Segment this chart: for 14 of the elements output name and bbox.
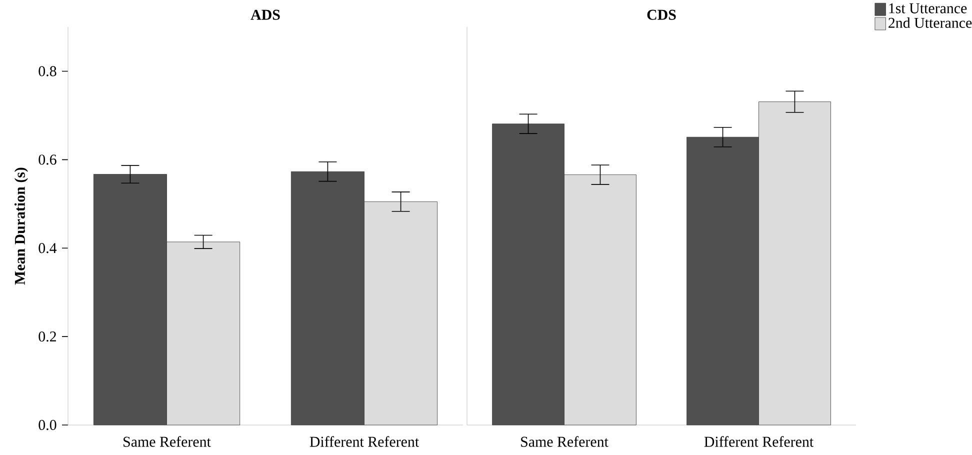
x-tick-label: Different Referent [310, 436, 419, 447]
x-tick-label: Same Referent [124, 436, 211, 447]
y-tick-label: 0.6 [38, 154, 56, 165]
y-axis-title: Mean Duration (s) [14, 168, 28, 285]
y-tick-label: 0.4 [38, 243, 57, 254]
x-tick-label: Same Referent [521, 436, 608, 447]
y-tick-label: 0.2 [38, 331, 56, 342]
y-tick-label: 0.0 [38, 420, 56, 430]
legend-label: 1st Utterance [889, 3, 967, 14]
legend-label: 2nd Utterance [888, 17, 972, 28]
y-tick-label: 0.8 [38, 66, 56, 76]
x-tick-label: Different Referent [704, 436, 814, 447]
chart-title: CDS [647, 10, 676, 20]
chart-title: ADS [250, 10, 280, 20]
